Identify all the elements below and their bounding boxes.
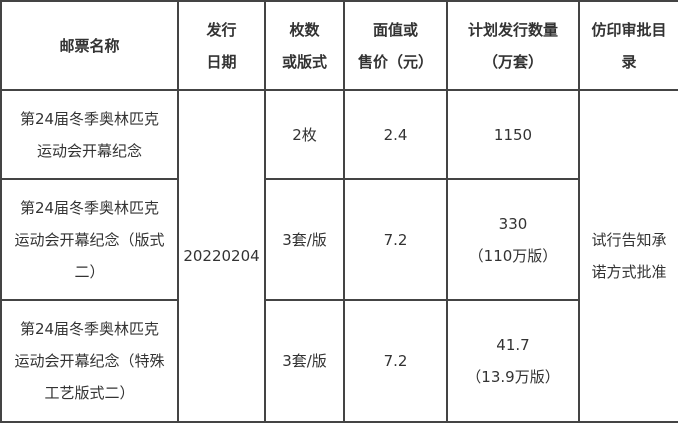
header-text: 邮票名称	[4, 30, 175, 62]
header-quantity: 计划发行数量（万套）	[447, 1, 579, 90]
header-text: 录	[582, 46, 676, 78]
stamp-name: 第24届冬季奥林匹克运动会开幕纪念（特殊工艺版式二）	[1, 300, 178, 422]
cell-text: 330	[450, 208, 576, 240]
cell-text: 2枚	[268, 119, 341, 151]
header-date: 发行日期	[178, 1, 265, 90]
header-text: 计划发行数量	[450, 14, 576, 46]
header-name: 邮票名称	[1, 1, 178, 90]
stamp-count: 2枚	[265, 90, 344, 179]
cell-text: 试行告知承	[582, 224, 676, 256]
cell-text: 第24届冬季奥林匹克	[4, 103, 175, 135]
cell-text: 1150	[450, 119, 576, 151]
stamp-price: 7.2	[344, 179, 447, 300]
cell-text: 诺方式批准	[582, 256, 676, 288]
header-text: 或版式	[268, 46, 341, 78]
approval-method: 试行告知承诺方式批准	[579, 90, 678, 422]
issue-date: 20220204	[178, 90, 265, 422]
header-text: 售价（元）	[347, 46, 444, 78]
cell-text: 第24届冬季奥林匹克	[4, 313, 175, 345]
header-text: 枚数	[268, 14, 341, 46]
header-price: 面值或售价（元）	[344, 1, 447, 90]
header-text: 发行	[181, 14, 262, 46]
stamp-quantity: 41.7（13.9万版）	[447, 300, 579, 422]
table-row: 第24届冬季奥林匹克运动会开幕纪念（版式二） 3套/版 7.2 330（110万…	[1, 179, 678, 300]
stamp-quantity: 330（110万版）	[447, 179, 579, 300]
cell-text: 二）	[4, 256, 175, 288]
cell-text: 20220204	[181, 240, 262, 272]
cell-text: 运动会开幕纪念（特殊	[4, 345, 175, 377]
header-count: 枚数或版式	[265, 1, 344, 90]
stamp-name: 第24届冬季奥林匹克运动会开幕纪念（版式二）	[1, 179, 178, 300]
stamp-quantity: 1150	[447, 90, 579, 179]
header-row: 邮票名称 发行日期 枚数或版式 面值或售价（元） 计划发行数量（万套） 仿印审批…	[1, 1, 678, 90]
table-row: 第24届冬季奥林匹克运动会开幕纪念（特殊工艺版式二） 3套/版 7.2 41.7…	[1, 300, 678, 422]
cell-text: 第24届冬季奥林匹克	[4, 192, 175, 224]
cell-text: 工艺版式二）	[4, 377, 175, 409]
cell-text: （13.9万版）	[450, 361, 576, 393]
cell-text: （110万版）	[450, 240, 576, 272]
stamp-count: 3套/版	[265, 179, 344, 300]
header-text: 面值或	[347, 14, 444, 46]
header-text: （万套）	[450, 46, 576, 78]
header-text: 仿印审批目	[582, 14, 676, 46]
stamp-name: 第24届冬季奥林匹克运动会开幕纪念	[1, 90, 178, 179]
header-text: 日期	[181, 46, 262, 78]
cell-text: 41.7	[450, 329, 576, 361]
stamp-count: 3套/版	[265, 300, 344, 422]
cell-text: 运动会开幕纪念	[4, 135, 175, 167]
cell-text: 3套/版	[268, 224, 341, 256]
stamp-price: 2.4	[344, 90, 447, 179]
cell-text: 2.4	[347, 119, 444, 151]
cell-text: 3套/版	[268, 345, 341, 377]
cell-text: 运动会开幕纪念（版式	[4, 224, 175, 256]
stamp-issue-table: 邮票名称 发行日期 枚数或版式 面值或售价（元） 计划发行数量（万套） 仿印审批…	[0, 0, 678, 423]
cell-text: 7.2	[347, 224, 444, 256]
table-row: 第24届冬季奥林匹克运动会开幕纪念 20220204 2枚 2.4 1150 试…	[1, 90, 678, 179]
header-approval: 仿印审批目录	[579, 1, 678, 90]
cell-text: 7.2	[347, 345, 444, 377]
stamp-price: 7.2	[344, 300, 447, 422]
